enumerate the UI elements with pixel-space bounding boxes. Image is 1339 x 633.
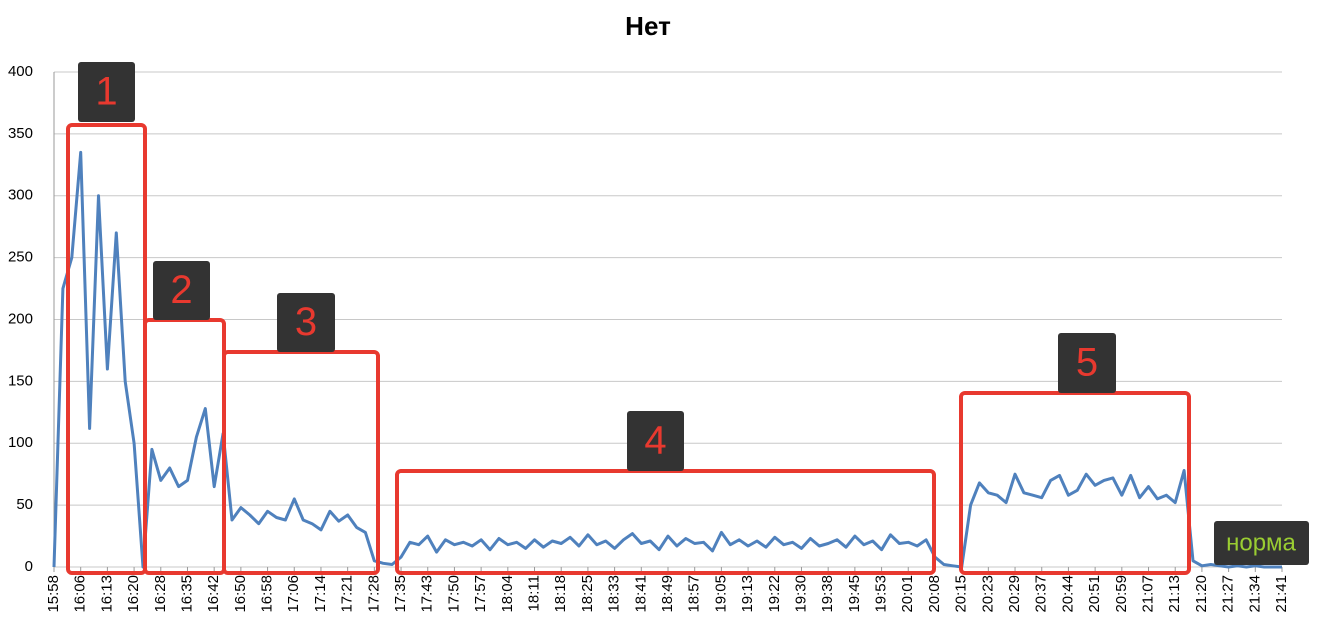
x-tick-label: 16:20 [125, 575, 142, 613]
x-tick-label: 16:42 [205, 575, 222, 613]
x-tick-label: 18:33 [606, 575, 623, 613]
x-tick-label: 21:13 [1166, 575, 1183, 613]
y-tick-label: 200 [8, 310, 33, 327]
x-tick-label: 21:27 [1220, 575, 1237, 613]
x-tick-label: 16:06 [72, 575, 89, 613]
y-tick-label: 150 [8, 372, 33, 389]
y-tick-label: 100 [8, 434, 33, 451]
x-tick-label: 19:05 [712, 575, 729, 613]
chart-title: Нет [625, 11, 671, 41]
annotation-label: 2 [170, 268, 192, 312]
x-tick-label: 18:57 [686, 575, 703, 613]
highlight-box [143, 318, 226, 575]
x-tick-label: 20:15 [953, 575, 970, 613]
x-tick-label: 16:28 [152, 575, 169, 613]
x-tick-label: 18:41 [632, 575, 649, 613]
x-tick-label: 17:50 [445, 575, 462, 613]
x-tick-label: 17:14 [312, 575, 329, 613]
x-tick-label: 20:44 [1059, 575, 1076, 613]
x-tick-label: 19:45 [846, 575, 863, 613]
x-tick-label: 18:04 [499, 575, 516, 613]
x-tick-label: 17:43 [419, 575, 436, 613]
highlight-box [959, 391, 1191, 575]
x-tick-label: 17:21 [339, 575, 356, 613]
x-tick-label: 18:49 [659, 575, 676, 613]
x-tick-label: 18:11 [525, 575, 542, 611]
x-tick-label: 20:01 [899, 575, 916, 613]
annotation-label: норма [1226, 529, 1296, 556]
annotation-label: 3 [295, 300, 317, 344]
x-tick-label: 20:37 [1033, 575, 1050, 613]
x-tick-label: 20:51 [1086, 575, 1103, 613]
x-tick-label: 19:30 [792, 575, 809, 613]
y-tick-label: 250 [8, 249, 33, 266]
label-badge [627, 411, 684, 471]
x-tick-label: 16:58 [259, 575, 276, 613]
x-tick-label: 16:13 [98, 575, 115, 613]
x-tick-label: 18:25 [579, 575, 596, 613]
x-tick-label: 21:20 [1193, 575, 1210, 613]
label-badge [1058, 333, 1116, 393]
y-tick-label: 400 [8, 63, 33, 80]
x-tick-label: 21:41 [1273, 575, 1290, 613]
annotation-label: 5 [1076, 341, 1098, 385]
label-badge [78, 62, 135, 122]
x-tick-label: 20:59 [1113, 575, 1130, 613]
x-tick-label: 19:22 [766, 575, 783, 613]
x-tick-label: 17:06 [285, 575, 302, 613]
label-badge [277, 293, 335, 352]
data-line [52, 150, 1282, 569]
x-tick-label: 20:23 [979, 575, 996, 613]
y-tick-label: 50 [16, 496, 33, 513]
highlight-box [222, 350, 380, 575]
x-tick-label: 20:29 [1006, 575, 1023, 613]
x-tick-label: 17:57 [472, 575, 489, 613]
x-tick-label: 21:07 [1139, 575, 1156, 613]
annotation-label: 1 [95, 70, 117, 114]
x-tick-label: 17:35 [392, 575, 409, 613]
x-tick-label: 20:08 [926, 575, 943, 613]
x-tick-label: 16:35 [178, 575, 195, 613]
highlight-box [395, 469, 936, 575]
label-badge [153, 261, 210, 320]
annotation-label: 4 [644, 419, 666, 463]
y-tick-label: 350 [8, 125, 33, 142]
x-tick-label: 19:13 [739, 575, 756, 613]
x-tick-label: 18:18 [552, 575, 569, 613]
norm-badge [1214, 521, 1309, 565]
y-tick-label: 0 [25, 558, 33, 575]
x-tick-label: 21:34 [1246, 575, 1263, 613]
y-tick-label: 300 [8, 187, 33, 204]
x-tick-label: 16:50 [232, 575, 249, 613]
x-tick-label: 19:53 [873, 575, 890, 613]
x-tick-label: 15:58 [45, 575, 62, 613]
x-tick-label: 17:28 [365, 575, 382, 613]
x-tick-label: 19:38 [819, 575, 836, 613]
